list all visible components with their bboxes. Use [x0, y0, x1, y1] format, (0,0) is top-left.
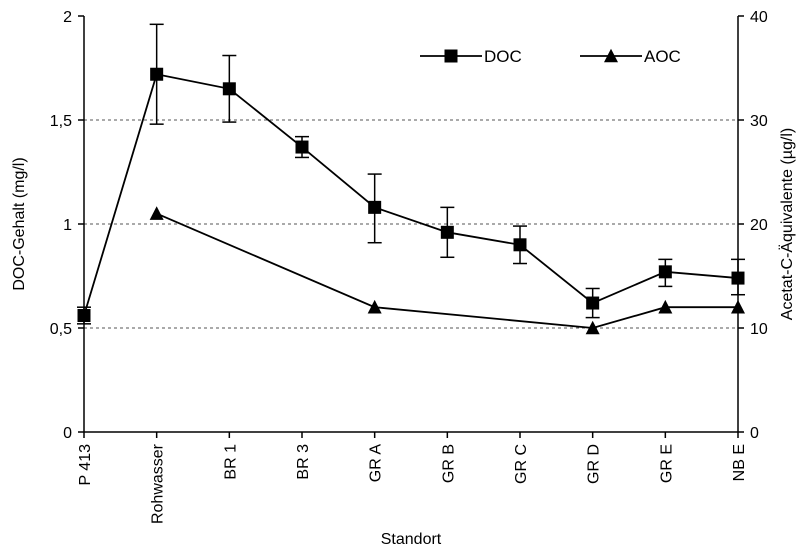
data-point: [513, 238, 527, 252]
y-right-tick-label: 40: [750, 9, 768, 26]
data-point: [368, 200, 382, 214]
y-right-tick-label: 10: [750, 321, 768, 338]
series-line: [83, 73, 739, 316]
data-point: [658, 265, 672, 279]
data-point: [149, 206, 164, 220]
y-left-tick-label: 2: [63, 9, 72, 26]
x-tick-label: GR D: [586, 444, 603, 484]
series-doc: [77, 23, 745, 325]
data-point: [585, 320, 600, 335]
legend-label: AOC: [644, 47, 681, 66]
data-point: [367, 299, 382, 314]
y-left-tick-label: 0,5: [50, 321, 72, 338]
y-right-tick-label: 20: [750, 217, 768, 234]
y-axis-right-title: Acetat-C-Äquivalente (µg/l): [778, 128, 796, 320]
x-tick-label: Rohwasser: [150, 443, 167, 524]
x-axis-title: Standort: [381, 531, 442, 548]
data-point: [731, 299, 745, 314]
y-left-tick-label: 1,5: [50, 113, 72, 130]
x-tick-label: NB E: [731, 444, 748, 481]
legend-marker: [604, 48, 618, 63]
y-left-tick-label: 1: [63, 217, 72, 234]
legend-marker: [444, 49, 458, 63]
x-tick-label: BR 3: [295, 444, 312, 480]
data-point: [658, 299, 673, 314]
data-point: [440, 225, 454, 239]
legend-item-doc: DOC: [420, 47, 522, 66]
x-tick-label: P 413: [77, 444, 94, 486]
data-point: [731, 271, 745, 285]
x-tick-label: GR B: [440, 444, 457, 483]
x-tick-label: GR C: [513, 444, 530, 484]
y-left-tick-label: 0: [63, 425, 72, 442]
data-point: [150, 67, 164, 81]
x-tick-label: BR 1: [222, 444, 239, 480]
gridlines: [84, 119, 738, 329]
legend: DOC AOC: [420, 47, 681, 66]
legend-item-aoc: AOC: [580, 47, 681, 66]
series-aoc: [149, 206, 745, 335]
data-point: [222, 82, 236, 96]
y-right-tick-label: 30: [750, 113, 768, 130]
legend-label: DOC: [484, 47, 522, 66]
x-tick-label: GR A: [368, 444, 385, 483]
data-point: [295, 140, 309, 154]
y-right-tick-label: 0: [750, 425, 759, 442]
data-point: [586, 296, 600, 310]
data-point: [77, 309, 91, 323]
x-tick-label: GR E: [658, 444, 675, 483]
y-axis-left-title: DOC-Gehalt (mg/l): [11, 157, 28, 290]
series-layer: [77, 23, 745, 335]
